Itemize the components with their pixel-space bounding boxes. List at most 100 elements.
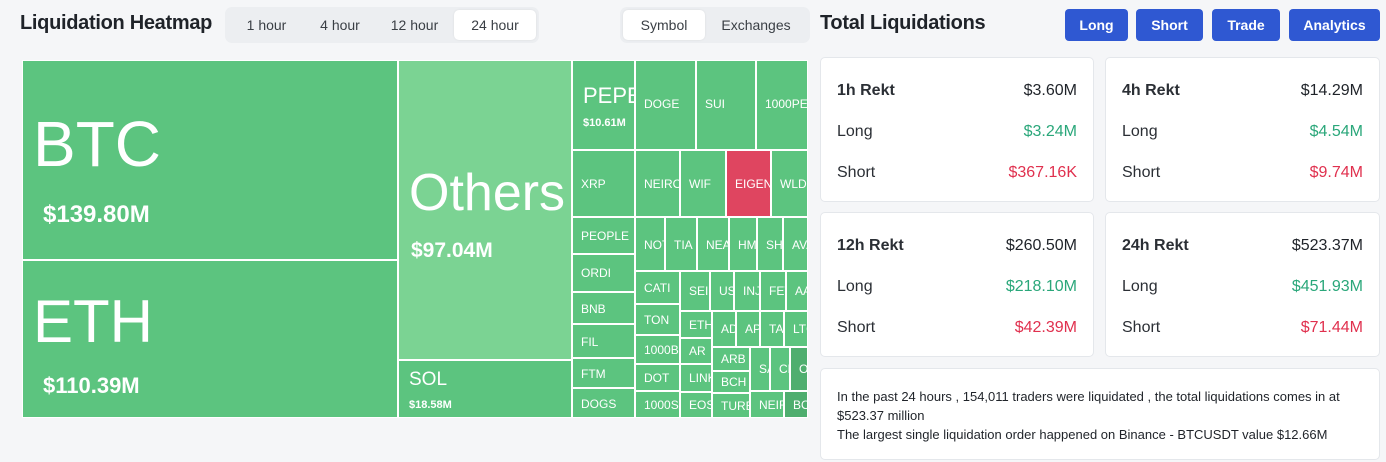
tile-ordi[interactable]: ORDI [572, 254, 635, 292]
tile-name: NEIRO [759, 398, 783, 412]
tile-ada[interactable]: ADA [712, 311, 736, 347]
rekt-title: 12h Rekt [837, 237, 904, 254]
tile-name: DOT [644, 371, 670, 385]
tile-name: SUI [705, 97, 726, 111]
tile-avax[interactable]: AVAX [783, 217, 808, 271]
tile-name: EIGEN [735, 177, 771, 191]
tile-eigen[interactable]: EIGEN [726, 150, 771, 217]
tile-neiro[interactable]: NEIRO [635, 150, 680, 217]
tile-name: OP [799, 362, 808, 376]
heatmap-title: Liquidation Heatmap [20, 12, 213, 34]
tile-name: WIF [689, 177, 711, 191]
tile-neiro-2[interactable]: NEIRO [750, 391, 784, 418]
tile-ton[interactable]: TON [635, 304, 680, 335]
tile-op[interactable]: OP [790, 347, 808, 391]
tile-shib[interactable]: SHIB [757, 217, 783, 271]
rekt-total: $523.37M [1291, 237, 1363, 254]
tile-not[interactable]: NOT [635, 217, 665, 271]
tile-dot[interactable]: DOT [635, 364, 680, 391]
tile-1000bonk[interactable]: 1000BONK [635, 335, 680, 364]
tile-name: AVAX [792, 238, 807, 252]
tile-btc[interactable]: BTC $139.80M [22, 60, 398, 260]
summary-line-2: The largest single liquidation order hap… [837, 427, 1328, 442]
tile-name: CATI [644, 281, 671, 295]
tile-ltc[interactable]: LTC [784, 311, 808, 347]
tile-name: DOGE [644, 97, 680, 111]
trade-button[interactable]: Trade [1212, 9, 1280, 41]
tile-aave[interactable]: AAVE [786, 271, 808, 311]
tile-eos[interactable]: EOS [680, 392, 712, 418]
tile-doge[interactable]: DOGE [635, 60, 696, 150]
tile-saga[interactable]: SAGA [750, 347, 770, 391]
tile-eth[interactable]: ETH $110.39M [22, 260, 398, 418]
rekt-card-12h: 12h Rekt $260.50M Long $218.10M Short $42.3… [820, 212, 1094, 357]
tile-bnb[interactable]: BNB [572, 292, 635, 324]
tile-wld[interactable]: WLD [771, 150, 808, 217]
tile-ar[interactable]: AR [680, 338, 712, 364]
tile-ustc[interactable]: USTC [710, 271, 734, 311]
tile-xrp[interactable]: XRP [572, 150, 635, 217]
tile-crv[interactable]: CRV [770, 347, 790, 391]
short-value: $9.74M [1309, 164, 1363, 181]
tile-dogs[interactable]: DOGS [572, 388, 635, 418]
tile-name: PEOPLE [581, 229, 630, 243]
tile-name: PEPE [583, 83, 634, 108]
tile-people[interactable]: PEOPLE [572, 217, 635, 254]
tile-turbo[interactable]: TURBO [712, 393, 750, 418]
tile-fet[interactable]: FET [760, 271, 786, 311]
long-value: $218.10M [1005, 278, 1077, 295]
tile-name: NEAR [706, 238, 728, 252]
long-button[interactable]: Long [1065, 9, 1128, 41]
tile-name: 1000BONK [644, 343, 679, 357]
tile-name: USTC [719, 284, 733, 298]
tile-fil[interactable]: FIL [572, 324, 635, 358]
tile-bch[interactable]: BCH [712, 371, 750, 393]
tile-pepe[interactable]: PEPE $10.61M [572, 60, 635, 150]
tile-ftm[interactable]: FTM [572, 358, 635, 388]
tile-name: BNB [581, 302, 606, 316]
tab-4-hour[interactable]: 4 hour [320, 17, 360, 33]
tile-arb[interactable]: ARB [712, 347, 750, 371]
tile-value: $97.04M [411, 239, 493, 262]
tile-wif[interactable]: WIF [680, 150, 726, 217]
tile-link[interactable]: LINK [680, 364, 712, 392]
rekt-title: 24h Rekt [1122, 237, 1189, 254]
short-button[interactable]: Short [1136, 9, 1203, 41]
tile-name: BCH [721, 375, 747, 389]
analytics-button[interactable]: Analytics [1289, 9, 1380, 41]
tile-bome[interactable]: BOME [784, 391, 808, 418]
tile-sol[interactable]: SOL $18.58M [398, 360, 572, 418]
short-value: $42.39M [1014, 319, 1077, 336]
liquidation-summary: In the past 24 hours , 154,011 traders w… [820, 368, 1380, 460]
tile-name: TON [644, 313, 670, 327]
tile-tia[interactable]: TIA [665, 217, 697, 271]
tile-name: TAO [769, 322, 784, 336]
tile-hmstr[interactable]: HMSTR [729, 217, 757, 271]
tab-exchanges[interactable]: Exchanges [721, 17, 791, 33]
tab-symbol[interactable]: Symbol [623, 10, 705, 40]
tile-name: AR [689, 344, 706, 358]
tile-tao[interactable]: TAO [760, 311, 784, 347]
tile-cati[interactable]: CATI [635, 271, 680, 304]
tile-1000pepe[interactable]: 1000PEPE [756, 60, 808, 150]
short-label: Short [1122, 164, 1161, 181]
tile-value: $139.80M [43, 201, 150, 228]
tile-name: ETHFI [689, 318, 711, 332]
tab-24-hour[interactable]: 24 hour [454, 10, 536, 40]
tile-value: $110.39M [43, 373, 140, 398]
tile-others[interactable]: Others $97.04M [398, 60, 572, 360]
tile-ethfi[interactable]: ETHFI [680, 311, 712, 338]
tile-name: ARB [721, 352, 746, 366]
tile-name: ADA [721, 322, 735, 336]
tile-name: CRV [779, 362, 789, 376]
tile-sei[interactable]: SEI [680, 271, 710, 311]
tab-12-hour[interactable]: 12 hour [390, 17, 439, 33]
tab-1-hour[interactable]: 1 hour [246, 17, 287, 33]
long-label: Long [837, 123, 873, 140]
tile-apt[interactable]: APT [736, 311, 760, 347]
tile-near[interactable]: NEAR [697, 217, 729, 271]
tile-name: NEIRO [644, 177, 680, 191]
tile-inj[interactable]: INJ [734, 271, 760, 311]
tile-sui[interactable]: SUI [696, 60, 756, 150]
tile-1000sats[interactable]: 1000SATS [635, 391, 680, 418]
